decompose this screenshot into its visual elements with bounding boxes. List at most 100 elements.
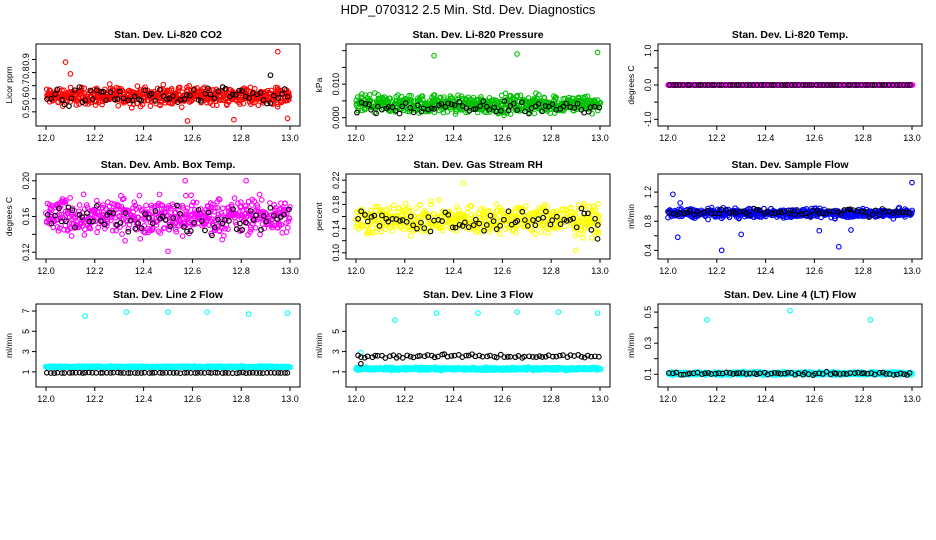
data-point <box>213 102 220 109</box>
data-point <box>176 84 183 91</box>
data-point <box>165 309 171 315</box>
data-point <box>193 199 200 206</box>
data-point <box>275 95 281 101</box>
data-point <box>549 101 556 107</box>
data-point <box>768 82 775 88</box>
data-point <box>99 205 106 211</box>
data-point <box>215 88 222 94</box>
panel-title: Stan. Dev. Line 3 Flow <box>423 289 534 301</box>
data-point <box>173 228 180 235</box>
data-point <box>165 248 171 255</box>
data-point <box>497 107 504 114</box>
data-point <box>148 91 155 97</box>
series-dense <box>665 179 915 254</box>
y-tick-label: 0.22 <box>331 171 341 189</box>
data-point <box>120 95 127 102</box>
data-point <box>263 100 270 107</box>
x-tick-label: 12.4 <box>135 133 153 143</box>
data-point <box>595 201 601 207</box>
data-point <box>126 87 133 94</box>
data-point <box>229 91 236 98</box>
data-point <box>150 226 156 233</box>
data-point <box>84 204 91 211</box>
data-point <box>567 104 574 110</box>
data-point <box>514 51 520 57</box>
y-tick-label: 0.18 <box>331 196 341 214</box>
data-point <box>111 96 118 103</box>
data-point <box>705 216 711 223</box>
data-point <box>122 237 128 244</box>
data-point <box>517 92 524 99</box>
data-point <box>399 103 406 110</box>
data-point <box>125 97 132 104</box>
data-point <box>186 82 193 89</box>
data-point <box>82 97 89 104</box>
y-tick-label: 0.10 <box>331 244 341 262</box>
data-point <box>198 97 204 104</box>
y-tick-label: 7 <box>21 309 31 314</box>
data-point <box>121 195 127 202</box>
data-point <box>182 177 188 184</box>
data-point <box>71 87 78 94</box>
data-point <box>279 230 286 236</box>
data-point <box>472 106 479 112</box>
data-point <box>183 92 190 98</box>
data-point <box>258 197 265 203</box>
data-point <box>510 100 517 107</box>
y-tick-label: 0.20 <box>21 172 31 190</box>
data-point <box>231 195 238 201</box>
data-point <box>402 200 409 207</box>
data-point <box>438 101 445 107</box>
data-point <box>131 199 138 206</box>
data-point <box>52 91 59 98</box>
y-axis-label: degrees C <box>626 65 636 104</box>
data-point <box>87 87 94 94</box>
data-point <box>716 82 722 88</box>
y-tick-label: 0.16 <box>21 208 31 226</box>
data-point <box>754 82 760 88</box>
data-point <box>134 214 141 221</box>
y-tick-label: 3 <box>331 349 341 354</box>
data-point <box>250 99 256 106</box>
x-tick-label: 12.6 <box>184 394 202 404</box>
data-point <box>845 82 852 88</box>
plot-frame <box>35 43 301 127</box>
x-tick-label: 12.0 <box>347 266 365 276</box>
data-point <box>419 93 426 99</box>
data-point <box>563 100 569 107</box>
data-point <box>505 107 512 114</box>
x-tick-label: 13.0 <box>903 133 921 143</box>
data-point <box>909 179 915 186</box>
data-point <box>677 200 684 206</box>
data-point <box>727 82 733 88</box>
data-point <box>115 102 122 109</box>
data-point <box>594 107 601 114</box>
data-point <box>92 88 99 94</box>
data-point <box>188 192 194 199</box>
data-point <box>202 227 208 234</box>
data-point <box>100 202 107 208</box>
data-point <box>68 95 75 102</box>
data-point <box>670 82 677 88</box>
data-point <box>580 235 586 241</box>
data-point <box>76 202 83 208</box>
data-point <box>448 101 455 108</box>
data-point <box>359 91 365 97</box>
data-point <box>478 106 485 112</box>
x-tick-label: 12.6 <box>494 133 512 143</box>
y-tick-label: 0.010 <box>331 73 341 96</box>
data-point <box>553 94 559 101</box>
data-point <box>739 82 746 88</box>
data-point <box>267 72 274 79</box>
data-point <box>204 309 210 315</box>
y-tick-label: 0.000 <box>331 106 341 129</box>
data-point <box>160 93 167 99</box>
data-point <box>406 92 412 99</box>
data-point <box>431 106 438 112</box>
data-point <box>67 194 74 201</box>
data-point <box>691 82 698 88</box>
data-point <box>67 84 74 91</box>
